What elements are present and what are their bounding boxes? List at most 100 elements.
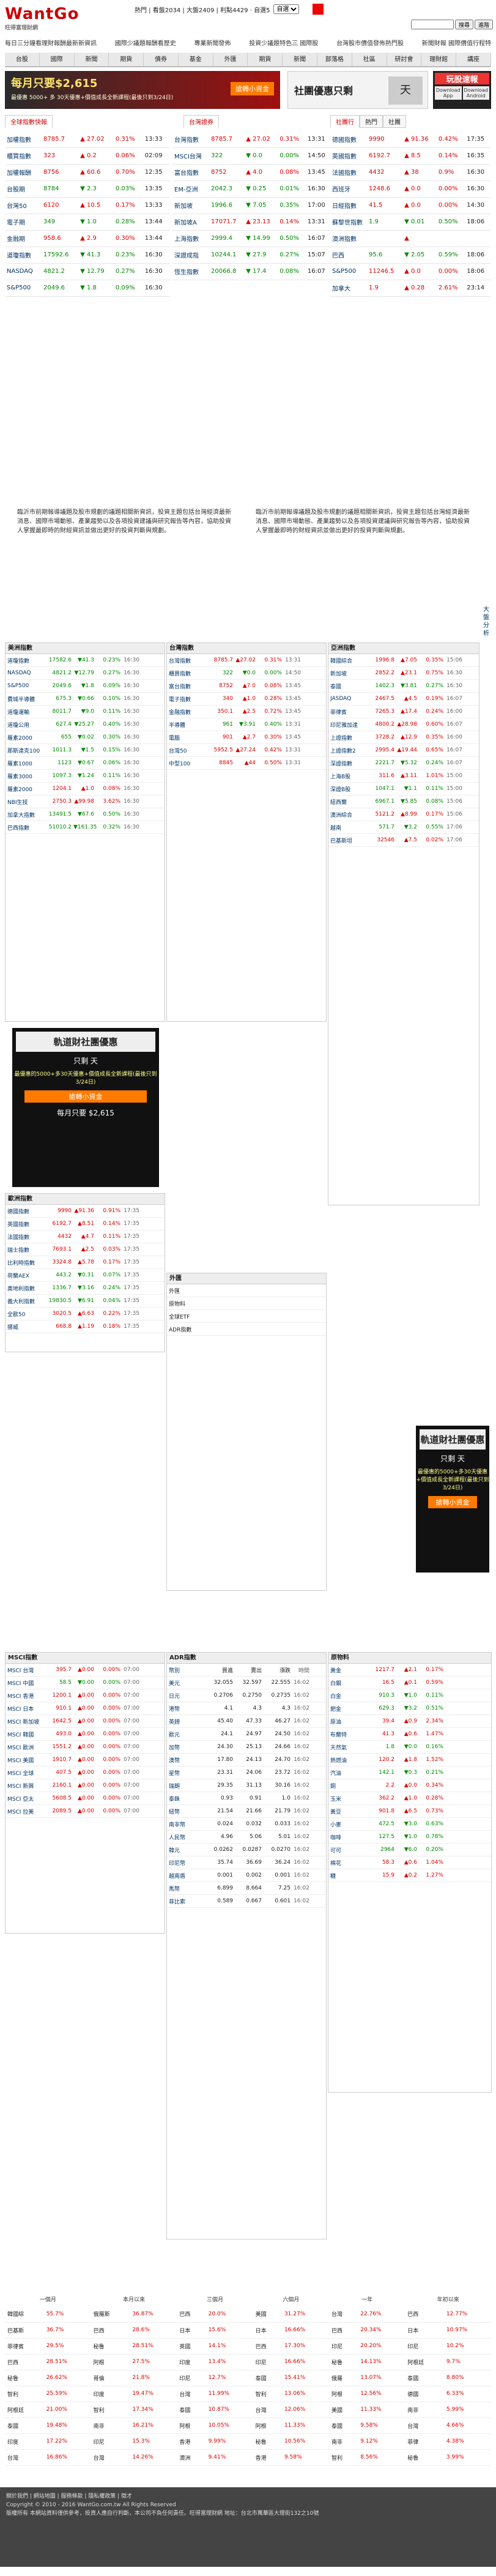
ranking-country[interactable]: 印尼	[253, 2354, 282, 2370]
nav-item[interactable]: 債券	[144, 53, 179, 66]
row-name[interactable]: 台灣50	[169, 748, 187, 754]
quote-row[interactable]: 台灣50 6120 ▲ 10.5 0.17% 13:33	[5, 197, 170, 214]
search-button[interactable]: 搜尋	[455, 20, 474, 29]
download-android-button[interactable]: Download Android	[462, 86, 489, 100]
quote-name[interactable]: S&P500	[330, 263, 367, 280]
ranking-country[interactable]: 印尼	[405, 2338, 444, 2355]
ranking-row[interactable]: 泰國 19.48% 南非 16.21% 阿根 10.05% 阿根 11.33% 泰國 9.58% 台…	[5, 2418, 491, 2434]
quote-name[interactable]: 加權報酬	[5, 164, 42, 181]
quote-name[interactable]: 富台指數	[172, 164, 209, 181]
row-name[interactable]: 原油	[330, 1719, 342, 1725]
panel-row[interactable]: 英國指數 6192.7 ▲8.51 0.14% 17:35	[6, 1218, 165, 1230]
row-name[interactable]: MSCI 中國	[7, 1680, 34, 1687]
panel-row[interactable]: NASDAQ 4821.2 ▼12.79 0.27% 16:30	[6, 667, 165, 680]
promo-banner[interactable]: 每月只要$2,615 最優惠 5000+ 多 30天優惠+價值成長全新課程(最後…	[5, 71, 280, 109]
row-name[interactable]: 道瓊運輸	[7, 709, 30, 716]
panel-row[interactable]: MSCI 新加坡 1642.5 ▲0.00 0.00% 07:00	[6, 1715, 165, 1728]
row-name[interactable]: MSCI 拉美	[7, 1809, 34, 1815]
row-name[interactable]: 費城半導體	[7, 696, 35, 703]
nav-item[interactable]: 研討會	[387, 53, 422, 66]
club-promo[interactable]: 社團優惠只剩 天	[287, 71, 428, 109]
row-name[interactable]: 越南	[330, 825, 342, 832]
panel-row[interactable]: 羅素1000 1123 ▼0.67 0.06% 16:30	[6, 757, 165, 770]
panel-row[interactable]: MSCI 新興 2160.1 ▲0.00 0.00% 07:00	[6, 1779, 165, 1792]
ranking-country[interactable]: 韓國綜	[5, 2306, 44, 2323]
row-name[interactable]: 法國指數	[7, 1234, 30, 1241]
quote-row[interactable]: 日經指數 41.5 ▲ 0.0 0.00% 14:30	[330, 197, 491, 214]
panel-row[interactable]: 台灣50 5952.5 ▲27.24 0.42% 13:31	[167, 744, 326, 757]
ranking-country[interactable]: 菲律賓	[5, 2338, 44, 2355]
row-name[interactable]: 義大利指數	[7, 1298, 35, 1305]
row-name[interactable]: 英國指數	[7, 1221, 30, 1228]
quote-row[interactable]: 加權指數 8785.7 ▲ 27.02 0.31% 13:33	[5, 131, 170, 148]
ranking-country[interactable]: 南非	[91, 2418, 130, 2434]
quote-name[interactable]: NASDAQ	[5, 263, 42, 280]
ranking-country[interactable]: 德國	[405, 2386, 444, 2402]
quote-name[interactable]: 澳洲指數	[330, 230, 367, 247]
fx-row[interactable]: 加幣 24.30 25.13 24.66 16:02	[167, 1741, 326, 1754]
ranking-country[interactable]: 泰國	[177, 2402, 206, 2418]
panel-row[interactable]: 上證指數 3728.2 ▲12.9 0.35% 16:00	[328, 731, 479, 744]
fx-row[interactable]: 澳幣 17.80 24.13 24.70 16:02	[167, 1754, 326, 1766]
ranking-row[interactable]: 巴基斯 36.7% 巴西 28.6% 日本 15.6% 日本 16.66% 巴西 20.34% 日本…	[5, 2322, 491, 2339]
ranking-country[interactable]: 巴西	[177, 2306, 206, 2323]
panel-row[interactable]: MSCI 美國 1910.7 ▲0.00 0.00% 07:00	[6, 1754, 165, 1766]
row-name[interactable]: MSCI 歐洲	[7, 1744, 34, 1751]
currency-name[interactable]: 人民幣	[169, 1834, 186, 1841]
currency-name[interactable]: 菲比索	[169, 1899, 186, 1905]
nav-item[interactable]: 講座	[456, 53, 491, 66]
ad-cta-button[interactable]: 搶轉小資金	[24, 1090, 147, 1103]
panel-row[interactable]: JASDAQ 2467.5 ▲4.5 0.19% 16:07	[328, 693, 479, 705]
panel-row[interactable]: MSCI 台灣 395.7 ▲0.00 0.00% 07:00	[6, 1664, 165, 1677]
ad-box-right[interactable]: 軌道財社團優惠 只剩 天 最優惠的5000+多30天優惠+價值成長全新課程(最後…	[416, 1426, 489, 1573]
row-name[interactable]: 半導體	[169, 722, 186, 729]
tab-community[interactable]: 社團	[383, 114, 406, 128]
news-text-right[interactable]: 臨沂市前期報導議題及股市規劃的議題相關新資訊，投資主題包括台灣經濟最新消息、國際…	[256, 509, 470, 534]
panel-row[interactable]: MSCI 歐洲 1551.2 ▲0.00 0.00% 07:00	[6, 1741, 165, 1754]
ranking-country[interactable]: 台灣	[405, 2418, 444, 2434]
panel-row[interactable]: 黃豆 901.8 ▲6.5 0.73%	[328, 1805, 491, 1818]
panel-row[interactable]: MSCI 亞太 5608.5 ▲0.00 0.00% 07:00	[6, 1792, 165, 1805]
fx-row[interactable]: 紐幣 21.54 21.66 21.79 16:02	[167, 1805, 326, 1818]
panel-row[interactable]: 巴基斯坦 32546 ▲7.5 0.02% 17:06	[328, 834, 479, 847]
ranking-country[interactable]: 印尼	[91, 2433, 130, 2450]
row-name[interactable]: 白銀	[330, 1680, 342, 1687]
panel-row[interactable]: 電子指數 340 ▲1.0 0.28% 13:45	[167, 693, 326, 705]
ranking-row[interactable]: 阿根廷 21.00% 智利 17.34% 泰國 10.87% 台灣 12.06% 美國 11.33…	[5, 2402, 491, 2418]
currency-name[interactable]: 韓元	[169, 1847, 180, 1854]
ranking-country[interactable]: 南非	[328, 2433, 358, 2450]
row-name[interactable]: JASDAQ	[330, 696, 352, 702]
ranking-country[interactable]: 阿根	[177, 2418, 206, 2434]
row-name[interactable]: 中型100	[169, 761, 191, 767]
nav-item[interactable]: 部落格	[317, 53, 352, 66]
panel-row[interactable]: 半導體 961 ▼3.91 0.40% 13:31	[167, 718, 326, 731]
fx-row[interactable]: 美元 32.055 32.597 22.555 16:02	[167, 1677, 326, 1689]
quote-row[interactable]: 恆生指數 20066.8 ▼ 17.4 0.08% 16:07	[172, 263, 331, 280]
row-name[interactable]: 韓國綜合	[330, 658, 353, 664]
row-name[interactable]: 巴基斯坦	[330, 838, 353, 844]
quote-name[interactable]: 台股期	[5, 181, 42, 198]
quote-name[interactable]: 深證成指	[172, 247, 209, 264]
currency-name[interactable]: 越南盾	[169, 1873, 186, 1880]
fx-row[interactable]: 日元 0.2706 0.2750 0.2735 16:02	[167, 1689, 326, 1702]
fx-row[interactable]: 韓元 0.0262 0.0287 0.0270 16:02	[167, 1844, 326, 1856]
ranking-country[interactable]: 香港	[253, 2449, 282, 2466]
row-name[interactable]: 棉花	[330, 1860, 342, 1867]
row-name[interactable]: 比利時指數	[7, 1260, 35, 1267]
panel-row[interactable]: 黃金 1217.7 ▲2.1 0.17%	[328, 1664, 491, 1677]
ranking-country[interactable]: 巴西	[91, 2322, 130, 2339]
ranking-country[interactable]: 阿根	[253, 2418, 282, 2434]
panel-row[interactable]: 富台指數 8752 ▲7.0 0.08% 13:45	[167, 680, 326, 693]
panel-row[interactable]: 小麥 472.5 ▼3.0 0.63%	[328, 1818, 491, 1831]
panel-row[interactable]: 上證指數2 2995.4 ▲19.44 0.65% 16:07	[328, 744, 479, 757]
fx-row[interactable]: 人民幣 4.96 5.06 5.01 16:02	[167, 1831, 326, 1844]
ranking-row[interactable]: 秘魯 26.62% 哥倫 21.8% 印尼 12.7% 泰國 15.41% 俄羅 13.07% 泰國…	[5, 2370, 491, 2386]
row-name[interactable]: 瑞士指數	[7, 1247, 30, 1254]
tagline-item[interactable]: 投資少議題特色三 國際股	[249, 40, 319, 47]
site-logo[interactable]: WantGo 旺得富理財網	[5, 5, 78, 33]
nav-item[interactable]: 國際	[40, 53, 75, 66]
row-name[interactable]: 羅素2000	[7, 735, 32, 742]
ranking-country[interactable]: 日本	[177, 2322, 206, 2339]
quote-name[interactable]: EM-亞洲	[172, 181, 209, 198]
row-name[interactable]: 羅素2000	[7, 786, 32, 793]
